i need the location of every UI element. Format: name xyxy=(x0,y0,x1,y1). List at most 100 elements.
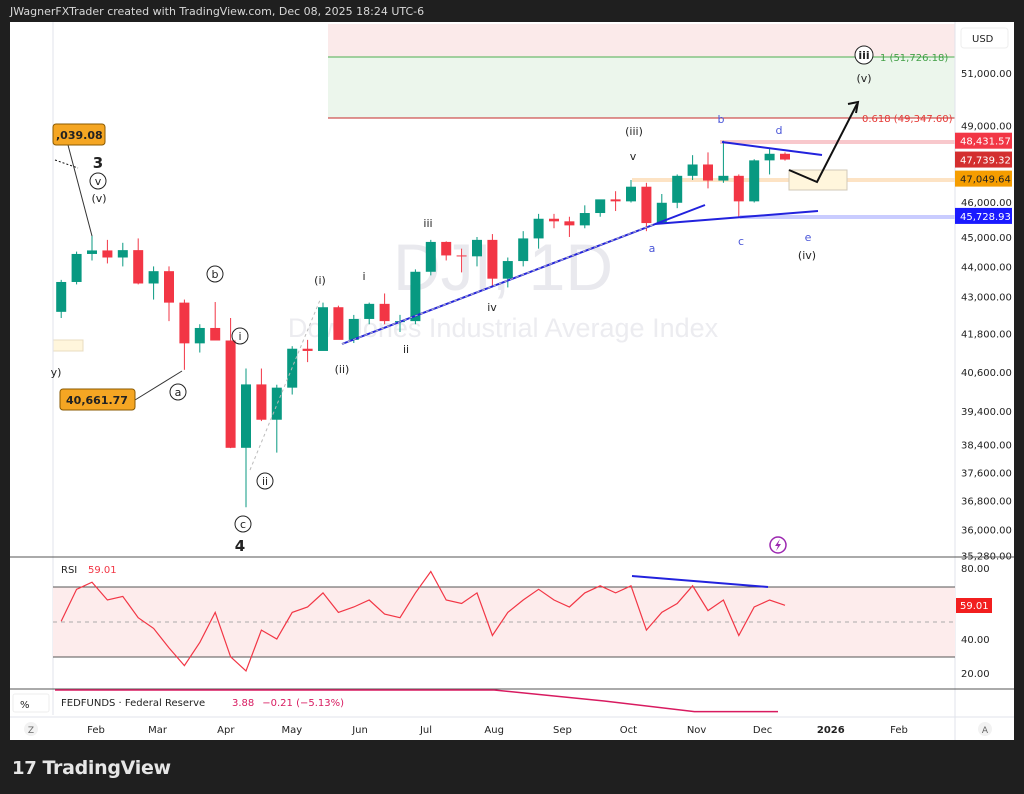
candle xyxy=(256,368,267,422)
lightning-icon[interactable] xyxy=(769,536,787,554)
time-axis-left-label: Z xyxy=(28,726,34,736)
fedfunds-value: 3.88 xyxy=(232,698,254,709)
time-tick: Oct xyxy=(620,725,637,736)
candle-body xyxy=(641,186,652,224)
fib-zone-lower xyxy=(328,57,955,118)
candle-body xyxy=(456,255,467,257)
time-tick: May xyxy=(281,725,302,736)
price-badges: 48,431.57 47,739.32 47,049.64 45,728.93 xyxy=(955,132,1012,224)
time-tick: Feb xyxy=(890,725,908,736)
candle-body xyxy=(348,318,359,340)
currency-button[interactable] xyxy=(960,27,1009,49)
wave-circle xyxy=(234,515,252,533)
wave-label-i-paren: (i) xyxy=(314,274,326,287)
tradingview-logo-icon: 17 xyxy=(12,757,37,779)
candle-body xyxy=(102,250,113,258)
candle-body xyxy=(487,239,498,279)
wave-label-iii-circled: iii xyxy=(858,49,869,62)
callout-high[interactable] xyxy=(52,123,106,146)
fedfunds-unit-button[interactable] xyxy=(12,693,50,713)
candle-body xyxy=(672,175,683,203)
fedfunds-line xyxy=(55,689,778,713)
time-axis-left-button[interactable] xyxy=(24,722,38,736)
wave-label-iii-paren: (iii) xyxy=(625,125,643,138)
price-axis[interactable]: 51,000.00 49,000.00 46,000.00 45,000.00 44,0… xyxy=(961,69,1012,563)
callout-low-label: 40,661.77 xyxy=(66,394,128,407)
rsi-title: RSI xyxy=(61,565,77,576)
time-tick: Mar xyxy=(148,725,168,736)
callout-high-line xyxy=(67,144,93,237)
candle xyxy=(579,205,590,229)
candle xyxy=(564,216,575,237)
price-badge: 47,049.64 xyxy=(955,170,1012,187)
candle-body xyxy=(302,348,313,351)
candle-body xyxy=(179,302,190,344)
wave-label-c-circled: c xyxy=(240,518,246,531)
fedfunds-title: FEDFUNDS · Federal Reserve xyxy=(61,698,205,709)
candle xyxy=(764,148,775,175)
projection-arrow[interactable] xyxy=(788,103,858,184)
wave-label-iv-paren: (iv) xyxy=(798,249,816,262)
time-tick: Dec xyxy=(753,725,772,736)
time-axis[interactable]: Feb Mar Apr May Jun Jul Aug Sep Oct Nov Dec 2026 Feb xyxy=(87,725,908,736)
wave-circle xyxy=(256,472,274,490)
time-tick: Sep xyxy=(553,725,572,736)
target-box-left[interactable] xyxy=(52,339,84,352)
callout-high-label: ,039.08 xyxy=(56,129,103,142)
price-tick: 36,800.00 xyxy=(961,496,1012,507)
rsi-tick: 20.00 xyxy=(961,669,990,680)
candle-body xyxy=(749,160,760,202)
candle xyxy=(348,314,359,344)
chart-credit: JWagnerFXTrader created with TradingView… xyxy=(10,5,425,18)
triangle-label-c: c xyxy=(738,235,744,248)
price-tick: 39,400.00 xyxy=(961,407,1012,418)
rsi-divergence-line[interactable] xyxy=(631,575,769,588)
candle-body xyxy=(595,199,606,214)
triangle-upper-line[interactable] xyxy=(721,141,823,156)
triangle-lower-line[interactable] xyxy=(654,210,819,225)
wave-label-v-paren-top: (v) xyxy=(856,72,871,85)
rsi-tick: 80.00 xyxy=(961,564,990,575)
candle xyxy=(210,302,221,341)
candle xyxy=(472,236,482,267)
candle xyxy=(87,235,97,261)
candle xyxy=(595,199,606,217)
candle-body xyxy=(256,384,267,420)
candle-body xyxy=(518,238,529,262)
candle-body xyxy=(71,253,82,282)
arrow-head-icon xyxy=(847,100,860,114)
candle-body xyxy=(656,202,667,224)
candle-body xyxy=(502,261,513,279)
wave-label-i: i xyxy=(362,270,365,283)
time-tick: Feb xyxy=(87,725,105,736)
time-tick: Aug xyxy=(484,725,504,736)
candle xyxy=(302,339,313,363)
candle-body xyxy=(148,271,159,284)
candle-body xyxy=(87,250,97,254)
price-tick: 43,000.00 xyxy=(961,293,1012,304)
rsi-badge-label: 59.01 xyxy=(960,601,989,612)
price-tick: 41,800.00 xyxy=(961,330,1012,341)
candle-body xyxy=(718,175,729,181)
callout-low[interactable] xyxy=(59,388,136,411)
price-badge: 45,728.93 xyxy=(955,207,1012,224)
wave-label-a-circled: a xyxy=(175,386,182,399)
candle-body xyxy=(241,384,251,448)
candle xyxy=(271,384,282,453)
fib-level-0618-label: 0.618 (49,347.60) xyxy=(862,114,953,125)
candle xyxy=(749,159,760,203)
candle xyxy=(56,279,67,319)
price-tick: 49,000.00 xyxy=(961,121,1012,132)
candle xyxy=(364,302,375,325)
candle xyxy=(425,239,436,276)
candle-body xyxy=(117,250,128,258)
auto-scale-button[interactable] xyxy=(978,722,992,736)
wave-label-ii-paren: (ii) xyxy=(335,363,350,376)
tradingview-logo[interactable]: 17 TradingView xyxy=(12,757,171,779)
candle xyxy=(626,179,636,203)
candle xyxy=(379,293,390,325)
candle xyxy=(318,302,328,351)
candle xyxy=(487,234,498,288)
price-badge: 48,431.57 xyxy=(955,132,1012,149)
